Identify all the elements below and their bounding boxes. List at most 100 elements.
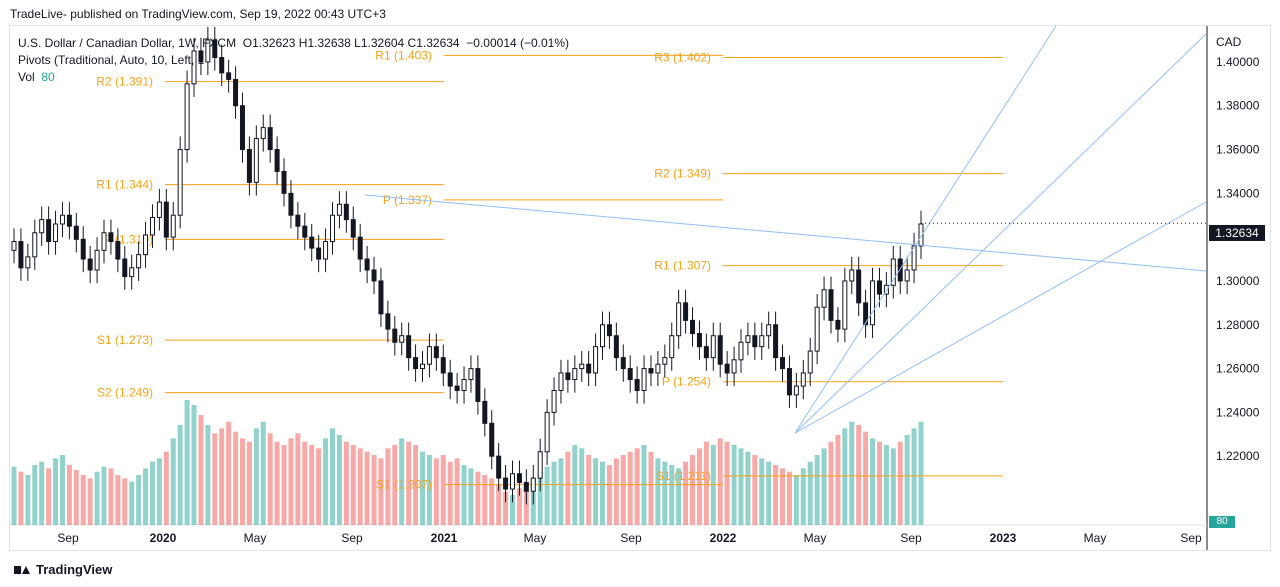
volume-bar [482, 475, 488, 525]
footer-brand[interactable]: TradingView [14, 562, 112, 577]
volume-bar [357, 448, 363, 525]
candle-body [25, 256, 31, 269]
volume-bar [856, 425, 862, 525]
trend-line [364, 194, 1207, 272]
volume-bar [253, 428, 259, 525]
candle-body [641, 368, 647, 391]
candle-body [371, 269, 377, 282]
volume-bar [288, 438, 294, 525]
volume-bar [350, 445, 356, 525]
volume-bar [329, 428, 335, 525]
volume-bar [724, 441, 730, 525]
candle-body [350, 219, 356, 238]
volume-bar [731, 445, 737, 525]
candle-body [170, 214, 176, 238]
candle-body [634, 379, 640, 391]
volume-bar [786, 471, 792, 525]
trend-line [794, 33, 1207, 434]
volume-bar [136, 475, 142, 525]
candle-body [475, 368, 481, 402]
pivot-label: S1 (1.207) [376, 478, 432, 492]
candle-body [343, 203, 349, 221]
volume-bar [94, 471, 100, 525]
volume-bar [634, 448, 640, 525]
volume-bar [669, 465, 675, 525]
candle-body [246, 149, 252, 183]
volume-bar [198, 415, 204, 525]
volume-bar [419, 451, 425, 525]
candle-body [814, 306, 820, 352]
candle-body [482, 400, 488, 424]
volume-bar [565, 451, 571, 525]
volume-legend[interactable]: Vol 80 [18, 70, 55, 84]
candle-body [696, 333, 702, 348]
candle-body [364, 258, 370, 271]
candle-body [773, 324, 779, 359]
volume-bar [696, 448, 702, 525]
volume-bar [399, 438, 405, 525]
volume-bar [593, 458, 599, 525]
volume-bar [752, 455, 758, 525]
candle-body [115, 241, 121, 260]
volume-bar [849, 421, 855, 525]
symbol-legend: U.S. Dollar / Canadian Dollar, 1W, FXCM … [18, 36, 569, 50]
volume-bar [364, 451, 370, 525]
last-price-tag: 1.32634 [1209, 225, 1265, 241]
volume-bar [46, 468, 52, 525]
volume-bar [191, 405, 197, 525]
volume-label: Vol [18, 70, 35, 84]
ohlc-values: O1.32623 H1.32638 L1.32604 C1.32634 [242, 36, 460, 50]
x-tick-label: May [244, 531, 267, 545]
candle-body [419, 363, 425, 370]
y-tick-label: 1.30000 [1216, 274, 1260, 288]
x-tick-label: Sep [1180, 531, 1202, 545]
volume-bar [745, 451, 751, 525]
candle-body [572, 368, 578, 381]
candle-body [627, 368, 633, 381]
candle-body [87, 258, 93, 271]
y-tick-label: 1.24000 [1216, 405, 1260, 419]
volume-bar [233, 431, 239, 525]
volume-bar [780, 468, 786, 525]
candle-body [440, 357, 446, 374]
candle-body [219, 57, 225, 74]
volume-bar [11, 466, 17, 525]
volume-bar [101, 466, 107, 525]
volume-bar [59, 455, 65, 525]
volume-bar [613, 458, 619, 525]
candle-body [18, 241, 24, 269]
x-tick-label: Sep [341, 531, 363, 545]
volume-bar [911, 428, 917, 525]
pivot-label: S1 (1.273) [97, 333, 153, 347]
candle-body [828, 289, 834, 321]
candle-body [156, 201, 162, 218]
volume-bar [454, 458, 460, 525]
volume-bar [163, 451, 169, 525]
volume-bar [516, 488, 522, 525]
volume-bar [406, 441, 412, 525]
candle-body [108, 232, 114, 243]
pivot-label: P (1.337) [383, 193, 432, 207]
candle-body [807, 350, 813, 374]
volume-value: 80 [41, 70, 55, 84]
volume-bar [537, 471, 543, 525]
candle-body [510, 473, 516, 490]
candle-body [710, 335, 716, 359]
candle-body [503, 477, 509, 490]
candle-body [184, 83, 190, 151]
x-tick-label: 2022 [710, 531, 737, 545]
candle-body [863, 302, 869, 326]
volume-bar [219, 428, 225, 525]
last-volume-tag: 80 [1209, 516, 1235, 528]
volume-bar [468, 468, 474, 525]
pivot-label: R1 (1.403) [375, 48, 432, 62]
candle-body [800, 372, 806, 387]
volume-bar [558, 458, 564, 525]
volume-bar [503, 491, 509, 525]
pivots-legend[interactable]: Pivots (Traditional, Auto, 10, Left, 1 [18, 53, 205, 67]
candle-body [205, 39, 211, 63]
candle-body [669, 335, 675, 359]
volume-bar [897, 441, 903, 525]
candle-body [821, 289, 827, 308]
